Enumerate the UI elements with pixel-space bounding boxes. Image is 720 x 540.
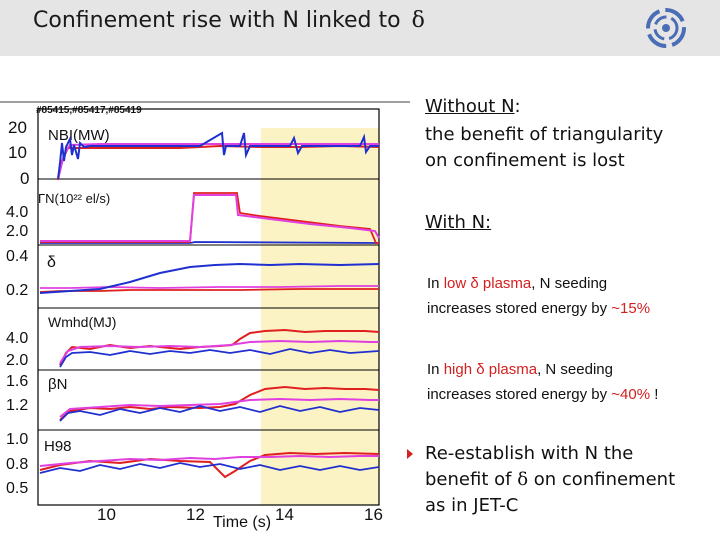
trace-h98-magenta: [39, 454, 379, 467]
low-in: In: [427, 275, 440, 292]
ytick-h98-08: 0.8: [6, 456, 28, 473]
high-delta-plasma: δ plasma: [476, 361, 538, 378]
re-line2-a: benefit of: [425, 469, 512, 490]
ytick-delta-02: 0.2: [6, 282, 28, 299]
ytick-h98-10: 1.0: [6, 431, 28, 448]
trace-nbi-blue: [57, 131, 379, 180]
trace-delta-blue: [39, 262, 380, 294]
ytick-nbi-10: 10: [8, 143, 27, 162]
high-word: high: [443, 361, 473, 378]
without-n-colon: :: [514, 96, 521, 117]
re-establish-line-1: Re-establish with N the: [425, 443, 634, 464]
panel-label-delta: δ: [47, 254, 56, 271]
without-line-2: on confinement is lost: [425, 150, 625, 171]
re-establish-line-3: as in JET-C: [425, 495, 519, 516]
high-delta-line-1: In high δ plasma, N seeding: [427, 358, 613, 382]
panel-label-beta-n: βN: [48, 376, 67, 393]
trace-beta-magenta: [59, 397, 379, 418]
title-text: Confinement rise with N linked to: [33, 8, 401, 33]
low-word: low: [443, 275, 467, 292]
trace-beta-red: [59, 385, 380, 421]
highlight-band: [261, 128, 379, 505]
trace-wmhd-magenta: [59, 339, 379, 364]
re-line2-delta: δ: [517, 469, 529, 490]
low-delta-plasma: δ plasma: [470, 275, 532, 292]
trace-gamma-blue: [40, 241, 380, 244]
ytick-nbi-20: 20: [8, 118, 27, 137]
without-line-1: the benefit of triangularity: [425, 124, 664, 145]
plot-frame: [37, 108, 380, 506]
high-excl: !: [650, 386, 659, 403]
trace-gamma-magenta: [40, 194, 380, 242]
high-pct: ~40%: [611, 386, 651, 403]
trace-wmhd-blue: [59, 348, 380, 368]
high-line2: increases stored energy by: [427, 386, 608, 403]
panel-label-gamma-n: ΓN(10²² el/s): [38, 191, 110, 206]
ytick-h98-05: 0.5: [6, 480, 28, 497]
ytick-delta-04: 0.4: [6, 248, 28, 265]
low-delta-line-1: In low δ plasma, N seeding: [427, 272, 607, 296]
re-establish-line-2: benefit of δ on confinement: [425, 468, 675, 492]
high-delta-line-2: increases stored energy by ~40% !: [427, 383, 658, 407]
low-line2: increases stored energy by: [427, 300, 608, 317]
title-bar: [0, 0, 720, 56]
panel-label-nbi: NBI(MW): [48, 127, 110, 144]
without-n-heading: Without N:: [425, 95, 521, 119]
xtick-12: 12: [186, 505, 205, 524]
title-delta: δ: [411, 8, 425, 33]
low-seeding: , N seeding: [531, 275, 608, 292]
re-line2-b: on confinement: [533, 469, 676, 490]
without-n-underlined: Without N: [425, 96, 515, 117]
bullet-arrow-icon: [407, 449, 413, 459]
panel-label-h98: H98: [44, 438, 72, 455]
ytick-nbi-0: 0: [20, 169, 29, 188]
high-in: In: [427, 361, 440, 378]
shot-numbers: #85415,#85417,#85419: [36, 105, 142, 116]
jet-logo-icon: [646, 8, 686, 48]
ytick-gamma-2: 2.0: [6, 223, 28, 240]
with-n-heading: With N:: [425, 212, 492, 233]
low-pct: ~15%: [611, 300, 651, 317]
xtick-14: 14: [275, 505, 294, 524]
ytick-wmhd-2: 2.0: [6, 352, 28, 369]
high-seeding: , N seeding: [537, 361, 613, 378]
x-axis-label: Time (s): [213, 514, 271, 531]
ytick-wmhd-4: 4.0: [6, 330, 28, 347]
xtick-10: 10: [97, 505, 116, 524]
ytick-beta-16: 1.6: [6, 373, 28, 390]
trace-h98-blue: [39, 462, 380, 474]
panel-label-wmhd: Wmhd(MJ): [48, 314, 116, 330]
low-delta-line-2: increases stored energy by ~15%: [427, 297, 650, 321]
ytick-beta-12: 1.2: [6, 397, 28, 414]
time-traces-figure: #85415,#85417,#85419 NBI(MW) ΓN(10²² el/…: [0, 101, 410, 531]
slide-title: Confinement rise with N linked to δ: [33, 8, 425, 33]
xtick-16: 16: [364, 505, 383, 524]
ytick-gamma-4: 4.0: [6, 204, 28, 221]
trace-beta-blue: [59, 405, 380, 422]
trace-delta-magenta: [40, 285, 379, 289]
